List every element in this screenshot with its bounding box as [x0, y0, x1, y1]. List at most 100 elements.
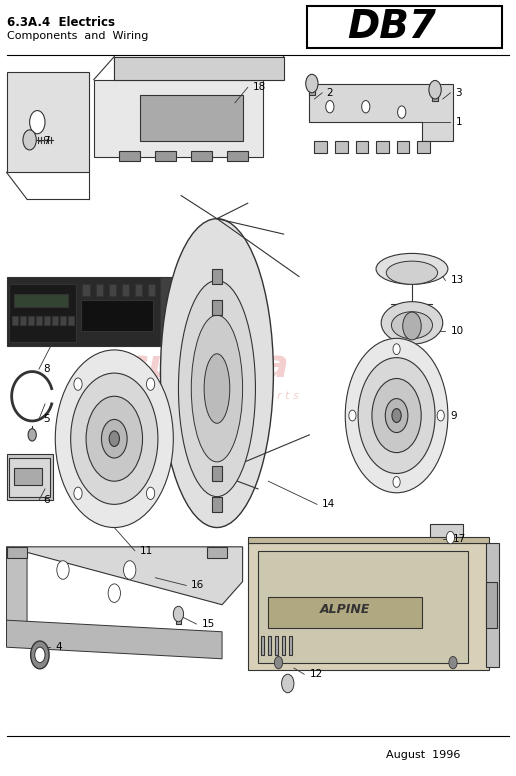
- Bar: [9, 284, 76, 342]
- Text: 12: 12: [309, 669, 322, 679]
- Bar: [261, 636, 264, 655]
- Polygon shape: [7, 620, 222, 659]
- Bar: [115, 57, 284, 80]
- Bar: [7, 72, 89, 172]
- Circle shape: [102, 419, 127, 458]
- Circle shape: [326, 101, 334, 113]
- Ellipse shape: [160, 219, 273, 528]
- Bar: [417, 141, 430, 153]
- Text: 4: 4: [55, 643, 62, 652]
- Circle shape: [398, 106, 406, 118]
- Bar: [309, 84, 315, 95]
- Bar: [258, 551, 469, 663]
- Text: ALPINE: ALPINE: [320, 603, 370, 616]
- Ellipse shape: [381, 302, 443, 344]
- Circle shape: [23, 130, 36, 150]
- Circle shape: [437, 411, 444, 421]
- Bar: [432, 90, 438, 102]
- Text: 8: 8: [43, 364, 50, 374]
- Bar: [212, 466, 222, 481]
- Text: DB7: DB7: [346, 9, 435, 47]
- Text: 17: 17: [453, 534, 466, 544]
- Text: DB7: DB7: [347, 9, 436, 47]
- Text: 15: 15: [202, 619, 215, 629]
- Polygon shape: [7, 547, 243, 605]
- Bar: [44, 316, 50, 325]
- Bar: [20, 316, 26, 325]
- Bar: [36, 316, 42, 325]
- Bar: [212, 300, 222, 315]
- Polygon shape: [430, 524, 463, 566]
- Circle shape: [35, 647, 45, 663]
- Circle shape: [123, 561, 136, 579]
- Bar: [60, 316, 66, 325]
- Bar: [7, 547, 27, 559]
- Ellipse shape: [204, 354, 230, 423]
- Circle shape: [71, 373, 158, 504]
- Circle shape: [358, 358, 435, 473]
- Bar: [140, 95, 243, 141]
- Bar: [356, 141, 368, 153]
- Bar: [52, 316, 58, 325]
- Text: DB7: DB7: [347, 10, 436, 47]
- Bar: [14, 468, 42, 485]
- Bar: [212, 268, 222, 284]
- Bar: [95, 284, 103, 296]
- Text: 9: 9: [450, 411, 457, 421]
- Bar: [68, 316, 74, 325]
- Bar: [119, 151, 140, 161]
- Circle shape: [275, 656, 283, 669]
- Bar: [122, 284, 130, 296]
- Text: scuderia: scuderia: [103, 346, 290, 384]
- Polygon shape: [7, 547, 27, 632]
- Circle shape: [86, 397, 142, 481]
- Circle shape: [349, 411, 356, 421]
- Circle shape: [28, 428, 36, 441]
- Ellipse shape: [179, 280, 255, 497]
- Bar: [248, 537, 489, 543]
- Circle shape: [109, 431, 119, 446]
- Bar: [14, 293, 68, 307]
- Text: August  1996: August 1996: [386, 750, 461, 760]
- Text: 18: 18: [253, 82, 266, 92]
- Text: 16: 16: [191, 580, 204, 591]
- Circle shape: [393, 344, 400, 355]
- Circle shape: [74, 487, 82, 500]
- Bar: [487, 581, 496, 628]
- Bar: [191, 151, 212, 161]
- Bar: [268, 597, 422, 628]
- Circle shape: [108, 584, 120, 602]
- Circle shape: [372, 379, 421, 452]
- Circle shape: [385, 399, 408, 432]
- Ellipse shape: [392, 312, 432, 339]
- Bar: [282, 636, 285, 655]
- Text: 10: 10: [450, 326, 463, 336]
- Bar: [12, 316, 18, 325]
- Circle shape: [449, 656, 457, 669]
- Ellipse shape: [386, 262, 438, 284]
- Text: 13: 13: [450, 275, 464, 286]
- Text: DB7: DB7: [347, 7, 436, 45]
- Circle shape: [446, 532, 455, 544]
- Bar: [289, 636, 292, 655]
- Bar: [227, 151, 248, 161]
- Text: 11: 11: [140, 546, 153, 556]
- Text: 5: 5: [43, 414, 50, 424]
- Bar: [135, 284, 142, 296]
- Bar: [212, 497, 222, 512]
- Bar: [268, 636, 271, 655]
- Text: 6: 6: [43, 496, 50, 505]
- Bar: [7, 454, 53, 501]
- Bar: [148, 284, 155, 296]
- Text: Components  and  Wiring: Components and Wiring: [7, 31, 148, 40]
- Bar: [155, 151, 176, 161]
- Bar: [248, 543, 489, 670]
- Bar: [83, 284, 90, 296]
- Bar: [487, 543, 499, 667]
- Text: 1: 1: [456, 117, 462, 127]
- Bar: [376, 141, 389, 153]
- Circle shape: [147, 487, 155, 500]
- Bar: [7, 276, 160, 346]
- Bar: [94, 80, 263, 157]
- Bar: [108, 284, 116, 296]
